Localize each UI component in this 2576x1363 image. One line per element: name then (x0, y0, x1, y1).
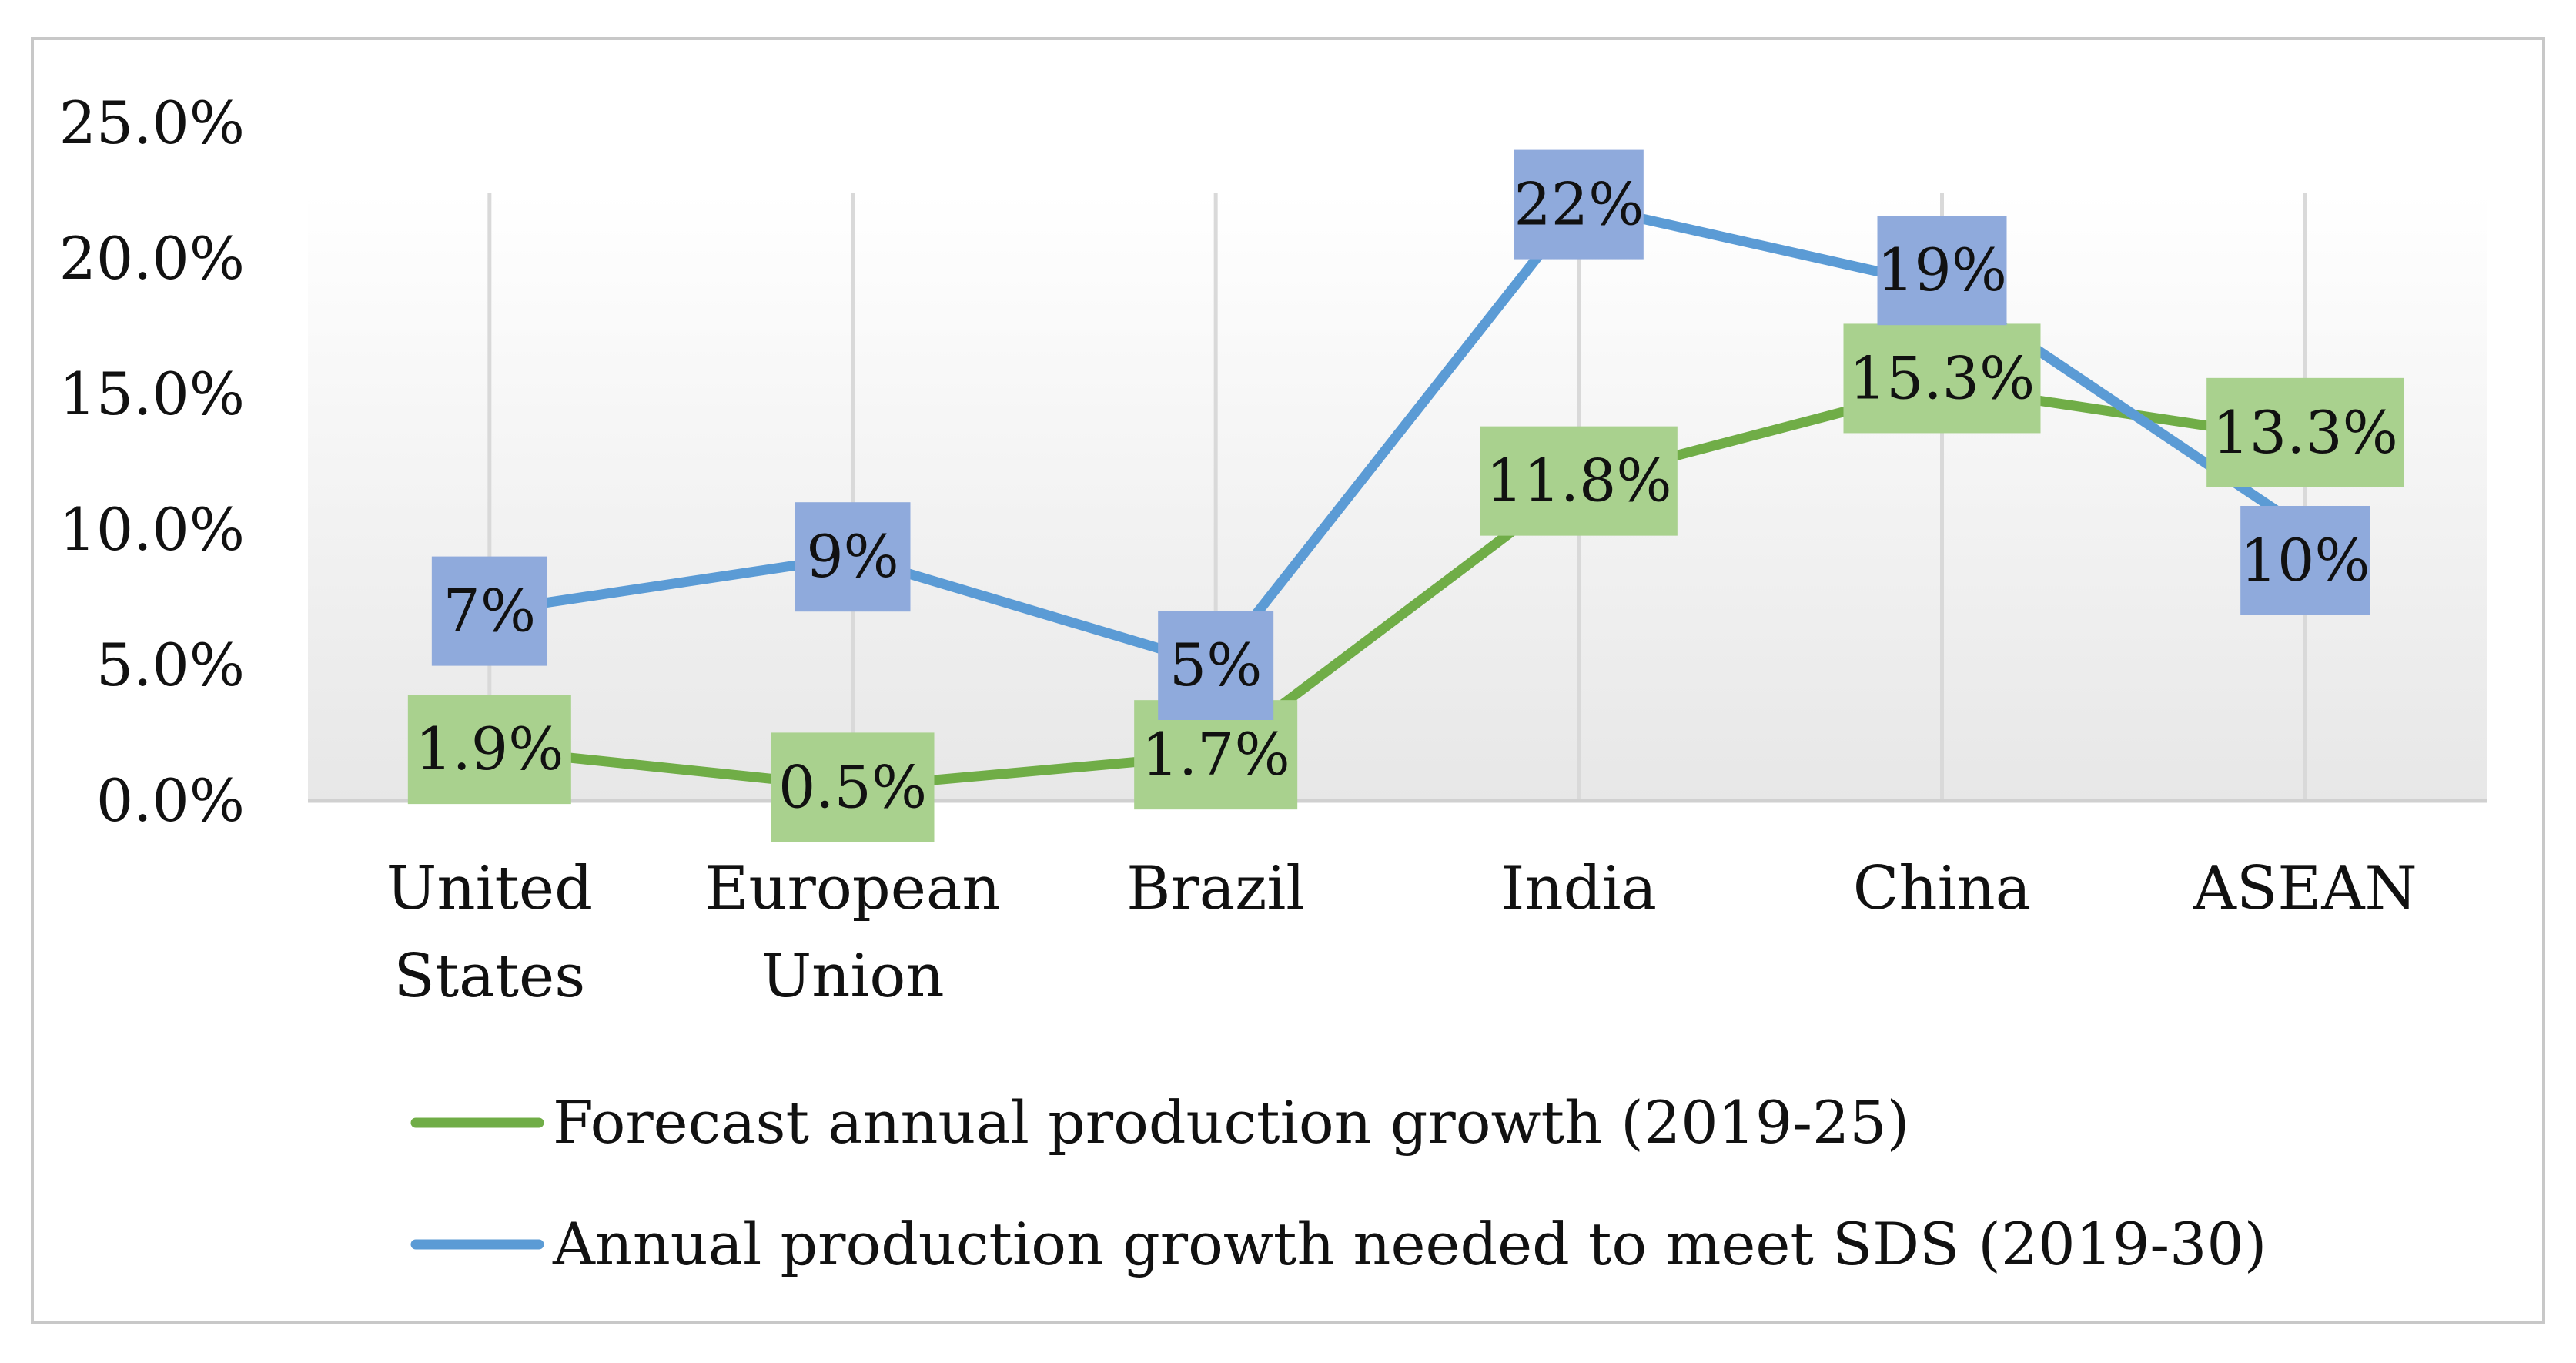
x-tick-label: Brazil (1126, 854, 1305, 923)
y-axis: 0.0% 5.0% 10.0% 15.0% 20.0% 25.0% (59, 89, 245, 835)
data-label: 13.3% (2212, 398, 2397, 467)
data-label-box (407, 695, 571, 805)
x-tick-label: European Union (704, 854, 1000, 1011)
data-label: 11.8% (1486, 447, 1671, 515)
y-tick-label: 0.0% (96, 766, 245, 835)
data-label: 1.7% (1142, 720, 1290, 789)
data-label: 0.5% (778, 752, 927, 821)
y-tick-label: 5.0% (96, 631, 245, 699)
y-tick-label: 10.0% (59, 495, 245, 564)
data-label-box (2206, 377, 2404, 487)
data-label-box (771, 732, 935, 842)
y-tick-label: 20.0% (59, 224, 245, 293)
y-tick-label: 15.0% (59, 360, 245, 428)
data-label-box (1514, 149, 1644, 260)
data-label-box (1480, 426, 1678, 536)
legend-label: Forecast annual production growth (2019-… (553, 1088, 1909, 1157)
data-label-box (2240, 506, 2370, 615)
data-label: 10% (2240, 526, 2370, 594)
data-label: 19% (1877, 236, 2007, 304)
data-label: 9% (806, 522, 899, 591)
plot-area (308, 193, 2487, 801)
legend-label: Annual production growth needed to meet … (552, 1210, 2267, 1278)
legend: Forecast annual production growth (2019-… (410, 1088, 2267, 1278)
data-labels: 1.9% 0.5% 1.7% 11.8% 15.3% 13.3% 7% 9% 5% 22% 19% 1… (407, 149, 2404, 842)
x-tick-label: ASEAN (2193, 854, 2417, 923)
data-label: 1.9% (415, 715, 564, 783)
data-label-box (431, 556, 547, 666)
x-tick-label: India (1501, 854, 1657, 923)
data-label-box (795, 502, 911, 612)
x-tick-label: United States (386, 854, 593, 1011)
y-tick-label: 25.0% (59, 89, 245, 157)
data-label: 5% (1169, 631, 1263, 699)
x-tick-label: China (1853, 854, 2032, 923)
data-label: 7% (443, 577, 537, 645)
data-label-box (1877, 216, 2007, 326)
data-label: 15.3% (1849, 343, 2035, 412)
data-label-box (1158, 611, 1274, 720)
x-axis: United States European Union Brazil India Chin… (308, 799, 2487, 1011)
data-label: 22% (1514, 170, 1644, 239)
data-label-box (1843, 323, 2041, 434)
